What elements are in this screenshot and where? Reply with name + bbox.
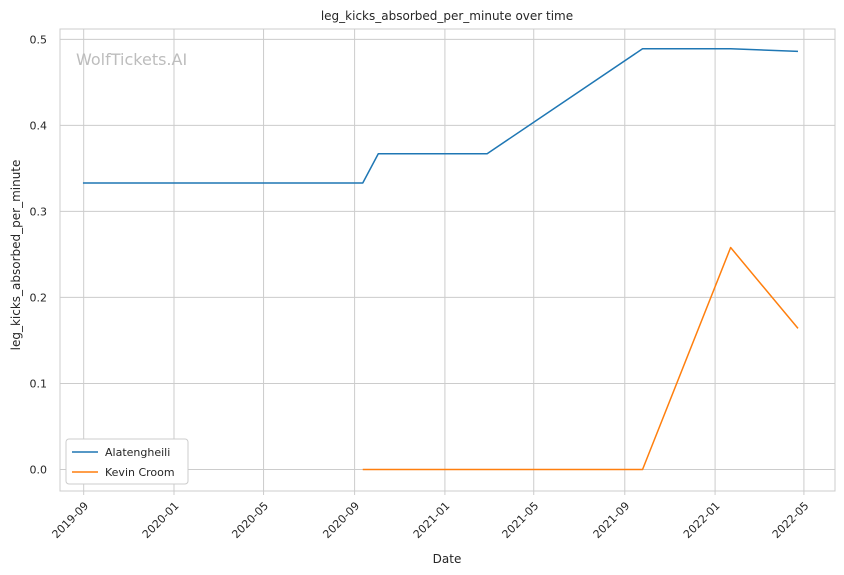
series-lines <box>82 48 799 471</box>
series-line-kevin-croom <box>362 246 799 471</box>
y-tick-label: 0.1 <box>30 377 48 390</box>
y-tick-labels: 0.0 0.1 0.2 0.3 0.4 0.5 <box>30 33 48 476</box>
y-tick-label: 0.2 <box>30 291 48 304</box>
y-tick-label: 0.3 <box>30 205 48 218</box>
series-line-alatengheili <box>82 48 799 184</box>
legend-label-alatengheili: Alatengheili <box>105 446 170 459</box>
y-tick-label: 0.0 <box>30 463 48 476</box>
grid <box>60 29 835 491</box>
y-tick-label: 0.4 <box>30 119 48 132</box>
plot-frame <box>59 28 836 492</box>
x-axis-title: Date <box>433 552 462 566</box>
legend-label-kevin-croom: Kevin Croom <box>105 466 175 479</box>
legend: Alatengheili Kevin Croom <box>65 438 189 485</box>
y-tick-label: 0.5 <box>30 33 48 46</box>
y-axis-title: leg_kicks_absorbed_per_minute <box>9 160 23 351</box>
watermark: WolfTickets.AI <box>76 50 187 69</box>
chart-title: leg_kicks_absorbed_per_minute over time <box>321 9 573 23</box>
